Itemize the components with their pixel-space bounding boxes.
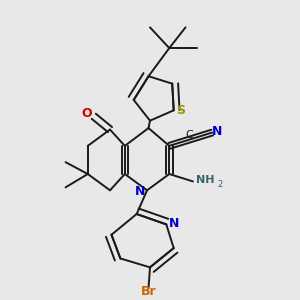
Text: NH: NH	[196, 175, 214, 185]
Text: N: N	[212, 125, 223, 138]
Text: 2: 2	[217, 180, 222, 189]
Text: S: S	[176, 104, 185, 117]
Text: O: O	[81, 107, 92, 120]
Text: Br: Br	[141, 285, 156, 298]
Text: N: N	[169, 217, 179, 230]
Text: C: C	[185, 130, 193, 140]
Text: N: N	[135, 185, 146, 198]
